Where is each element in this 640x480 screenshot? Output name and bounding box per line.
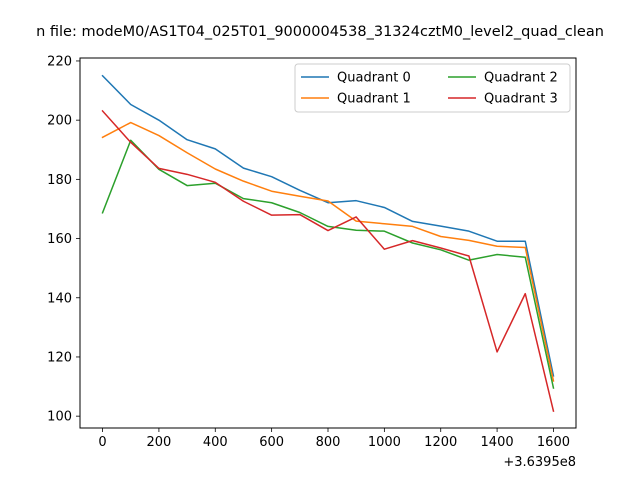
legend-label-quadrant-3: Quadrant 3	[484, 92, 558, 107]
series-line-quadrant-1	[101, 121, 555, 382]
legend-label-quadrant-1: Quadrant 1	[337, 92, 411, 107]
x-tick-label: 200	[146, 435, 171, 450]
y-tick-label: 200	[47, 114, 72, 129]
x-tick-label: 1000	[368, 435, 401, 450]
x-tick-label: 800	[316, 435, 341, 450]
y-tick-label: 160	[47, 232, 72, 247]
legend-box	[294, 63, 571, 113]
x-tick-label: 600	[259, 435, 284, 450]
x-tick-label: 1200	[424, 435, 457, 450]
x-tick-label: 400	[203, 435, 228, 450]
legend-label-quadrant-0: Quadrant 0	[337, 71, 411, 86]
x-offset-label: +3.6395e8	[503, 455, 576, 470]
y-tick-label: 120	[47, 350, 72, 365]
plot-frame	[79, 57, 577, 429]
series-line-quadrant-3	[101, 109, 555, 413]
series-layer	[101, 74, 555, 413]
x-tick-label: 0	[98, 435, 106, 450]
x-tick-label: 1600	[537, 435, 570, 450]
legend-label-quadrant-2: Quadrant 2	[484, 71, 558, 86]
chart-title: n file: modeM0/AS1T04_025T01_9000004538_…	[36, 24, 604, 40]
x-tick-label: 1400	[481, 435, 514, 450]
legend: Quadrant 0 Quadrant 1 Quadrant 2 Quadrant 3	[294, 63, 571, 113]
series-line-quadrant-2	[101, 139, 555, 389]
y-tick-label: 100	[47, 410, 72, 425]
y-tick-label: 140	[47, 291, 72, 306]
y-tick-label: 180	[47, 173, 72, 188]
ticks-layer: 0 200 400 600 800 1000 1200 1400 1600 100 120 140 16…	[47, 54, 570, 450]
series-line-quadrant-0	[101, 74, 555, 377]
y-tick-label: 220	[47, 54, 72, 69]
